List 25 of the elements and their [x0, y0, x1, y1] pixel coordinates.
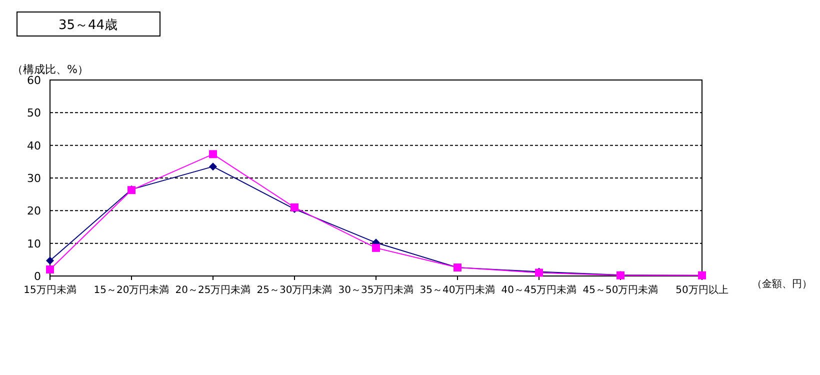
x-axis-title: （金額、円） [752, 278, 812, 290]
x-tick-label: 15～20万円未満 [94, 284, 170, 296]
y-tick-label: 10 [27, 237, 41, 250]
point [46, 265, 54, 274]
x-tick-label: 20～25万円未満 [175, 284, 251, 296]
point [209, 162, 217, 171]
y-tick-label: 0 [34, 270, 41, 283]
point [46, 256, 54, 265]
point [372, 244, 380, 252]
x-tick-label: 30～35万円未満 [338, 284, 414, 296]
x-tick-label: 50万円以上 [676, 284, 728, 296]
y-tick-label: 60 [27, 74, 41, 87]
x-tick-label: 35～40万円未満 [420, 284, 496, 296]
y-tick-label: 50 [27, 106, 41, 120]
x-tick-label: 45～50万円未満 [582, 284, 658, 296]
y-tick-label: 40 [27, 139, 41, 152]
chart-title: 35～44歳 [58, 18, 118, 33]
x-tick-label: 15万円未満 [24, 284, 76, 296]
x-tick-label: 25～30万円未満 [256, 284, 332, 296]
point [209, 150, 217, 158]
y-axis-title: （構成比、%） [12, 63, 88, 76]
x-tick-label: 40～45万円未満 [501, 284, 577, 296]
y-tick-label: 30 [27, 172, 41, 185]
y-tick-label: 20 [27, 204, 41, 218]
title: 35～44歳 [16, 12, 160, 36]
